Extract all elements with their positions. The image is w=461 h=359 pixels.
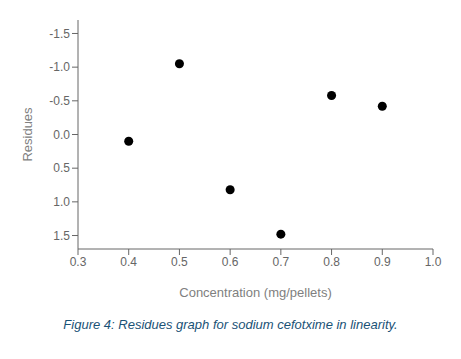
svg-text:0.3: 0.3 bbox=[70, 255, 87, 269]
svg-text:1.0: 1.0 bbox=[53, 195, 70, 209]
svg-text:-1.5: -1.5 bbox=[49, 27, 70, 41]
svg-text:1.5: 1.5 bbox=[53, 229, 70, 243]
svg-text:-1.0: -1.0 bbox=[49, 60, 70, 74]
svg-text:0.4: 0.4 bbox=[120, 255, 137, 269]
svg-text:0.5: 0.5 bbox=[171, 255, 188, 269]
html-text:Figure 4: Residues graph for s: Figure 4: Residues graph for sodium cefo… bbox=[63, 317, 398, 332]
svg-text:Concentration (mg/pellets): Concentration (mg/pellets) bbox=[179, 285, 331, 300]
svg-text:0.0: 0.0 bbox=[53, 128, 70, 142]
svg-text:0.7: 0.7 bbox=[273, 255, 290, 269]
svg-text:0.6: 0.6 bbox=[222, 255, 239, 269]
svg-text:1.0: 1.0 bbox=[425, 255, 442, 269]
svg-text:0.5: 0.5 bbox=[53, 161, 70, 175]
svg-text:Residues: Residues bbox=[20, 107, 35, 162]
svg-text:-0.5: -0.5 bbox=[49, 94, 70, 108]
svg-text:0.9: 0.9 bbox=[374, 255, 391, 269]
svg-text:0.8: 0.8 bbox=[323, 255, 340, 269]
